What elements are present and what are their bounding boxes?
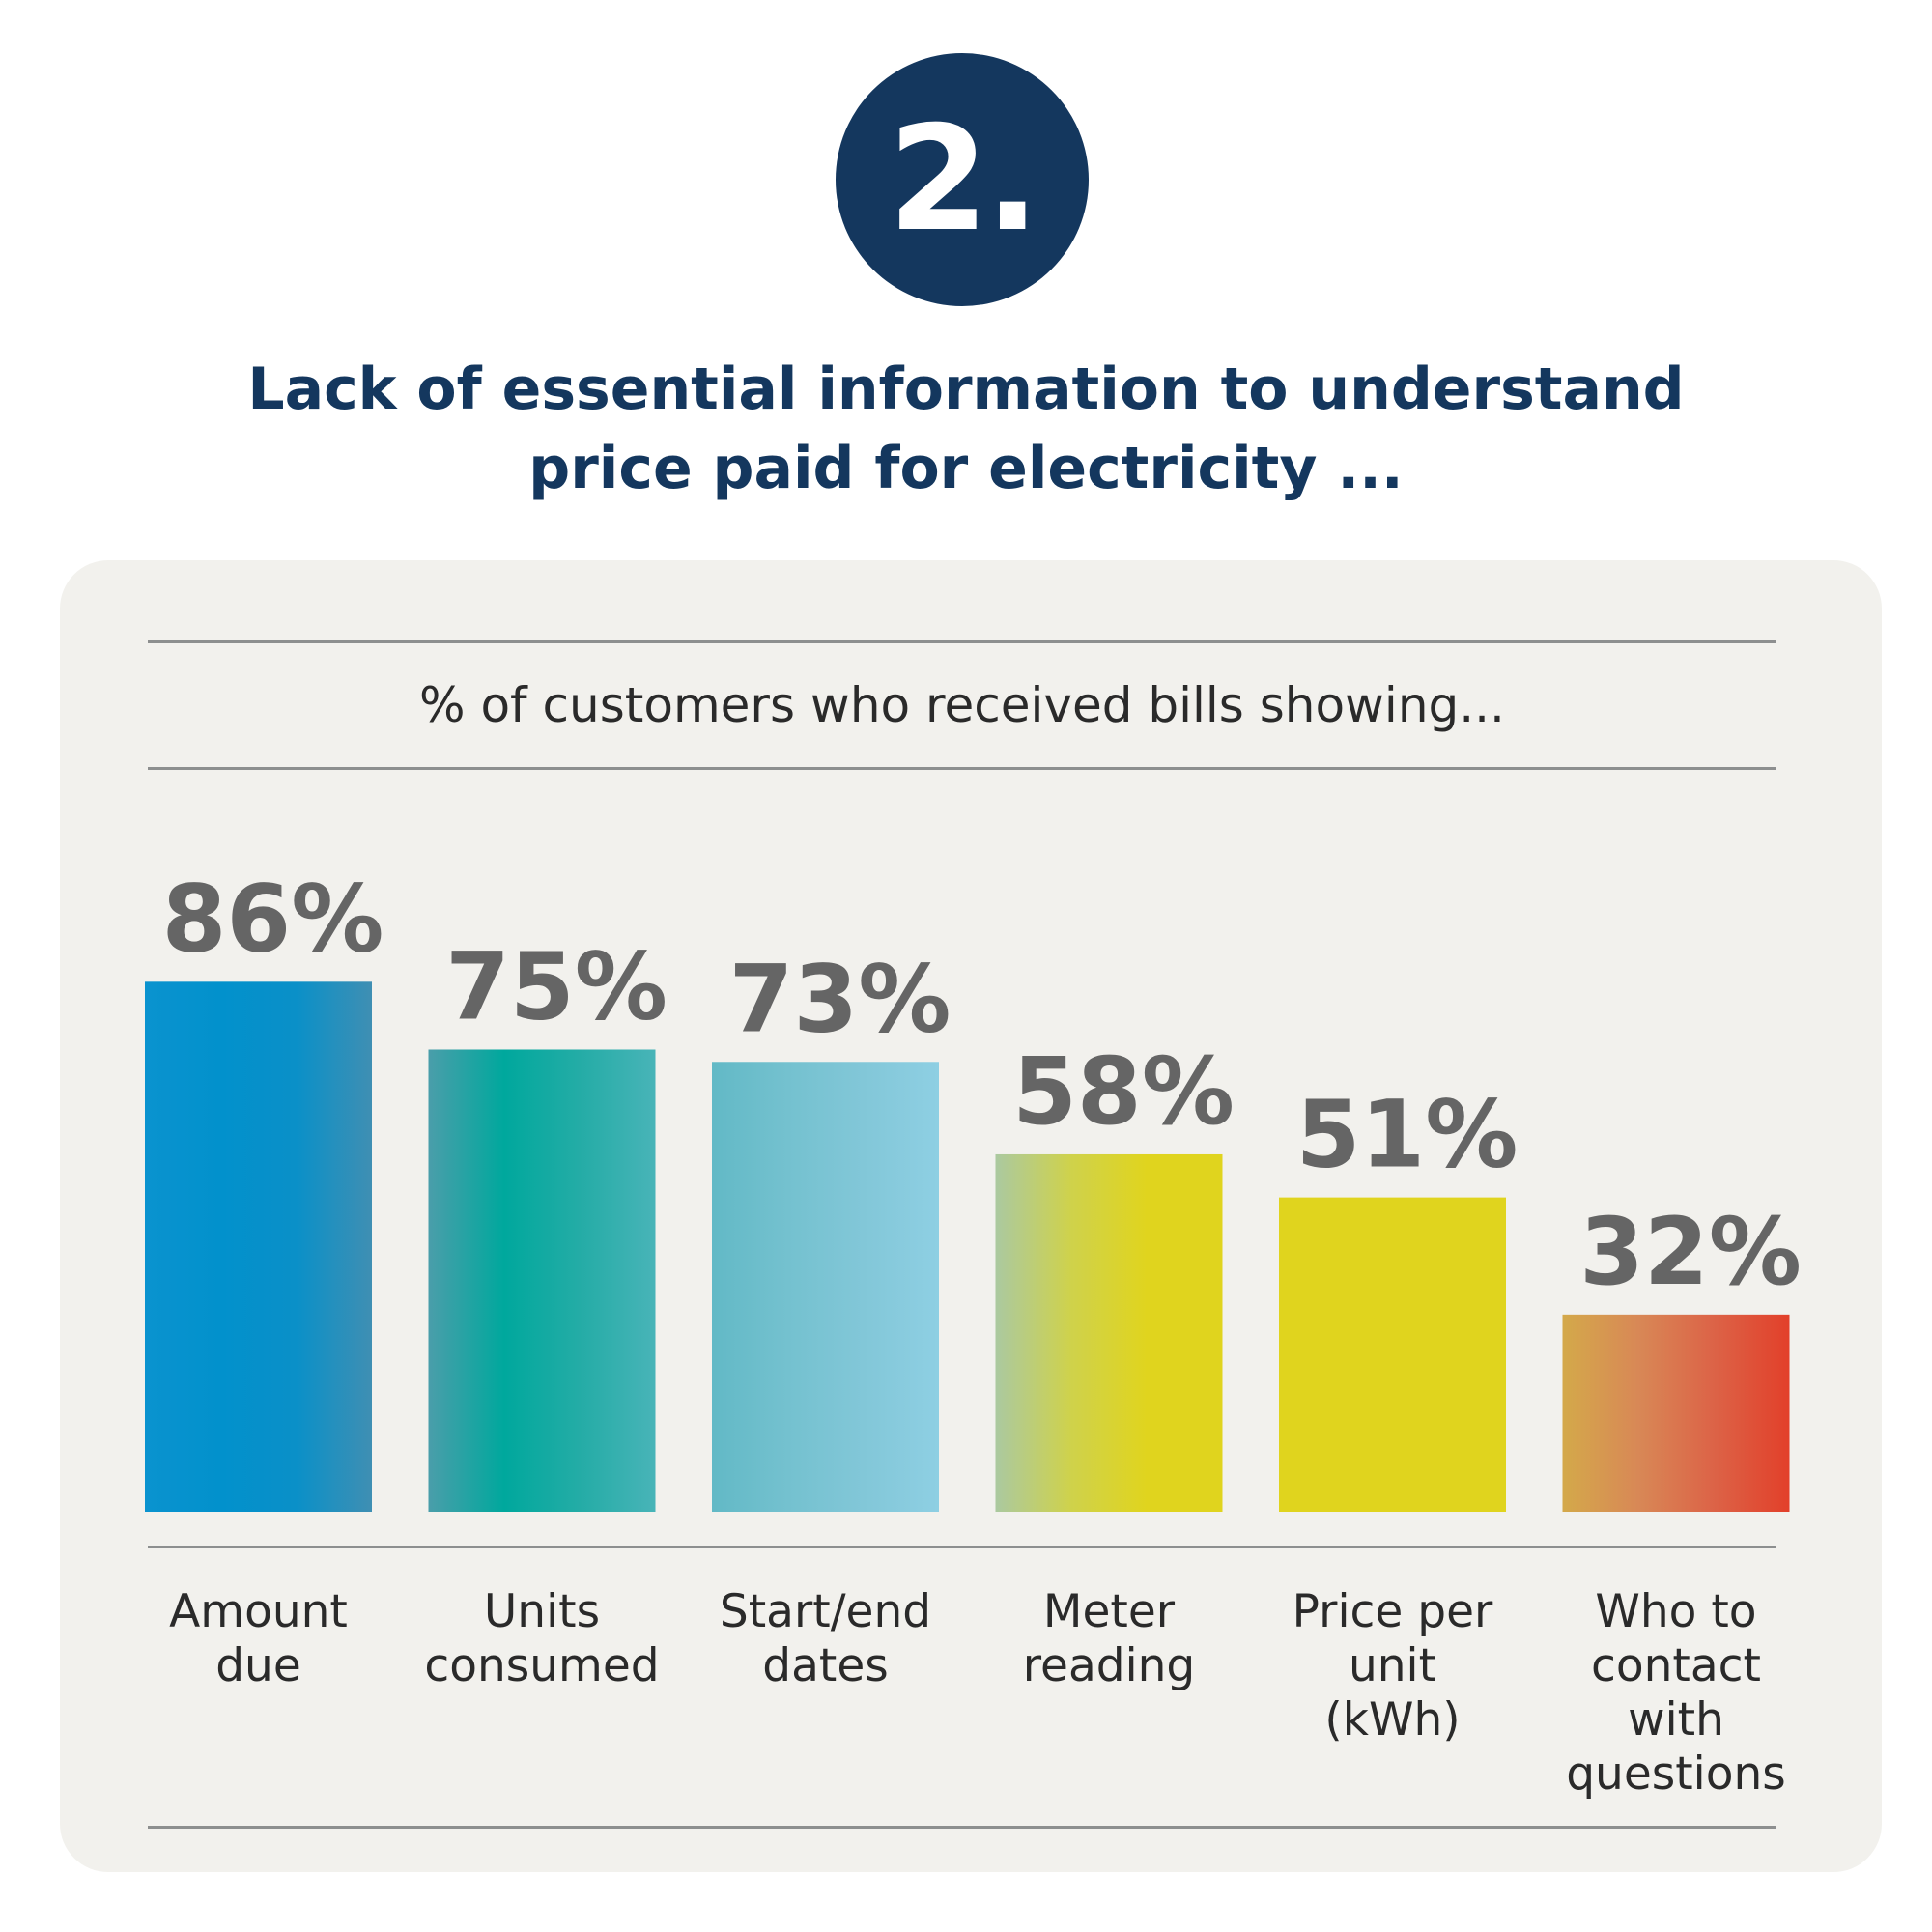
value-label-5: 51% [1296,1081,1519,1189]
baseline-rule [148,1546,1776,1548]
step-number-badge: 2. [836,53,1089,306]
category-label-2: Units consumed [424,1585,659,1692]
category-label-4: Meter reading [1023,1585,1196,1692]
bar-6 [1562,1314,1790,1512]
bar-1 [145,981,372,1512]
chart-subtitle: % of customers who received bills showin… [419,677,1505,733]
category-label-3: Start/end dates [720,1585,931,1692]
category-label-6: Who to contact with questions [1566,1585,1786,1801]
bar-5 [1279,1197,1506,1512]
chart-title-line-2: price paid for electricity ... [528,435,1404,502]
value-labels-group: 86% 75% 73% 58% 51% 32% [162,865,1802,1306]
category-label-5: Price per unit (kWh) [1293,1585,1493,1747]
subtitle-rule [148,767,1776,770]
value-label-4: 58% [1012,1037,1235,1146]
bar-4 [995,1153,1223,1512]
category-label-1: Amount due [169,1585,348,1692]
value-label-6: 32% [1579,1198,1802,1306]
bottom-rule [148,1826,1776,1829]
value-label-1: 86% [162,865,384,973]
chart-title: Lack of essential information to underst… [193,350,1739,508]
bar-2 [428,1049,656,1512]
bar-3 [712,1062,939,1512]
top-rule [148,640,1776,643]
category-labels-group: Amount due Units consumed Start/end dates Mete… [169,1585,1786,1801]
value-label-3: 73% [729,945,952,1053]
chart-title-line-1: Lack of essential information to underst… [247,355,1685,423]
bars-group [145,981,1790,1512]
value-label-2: 75% [445,933,668,1041]
